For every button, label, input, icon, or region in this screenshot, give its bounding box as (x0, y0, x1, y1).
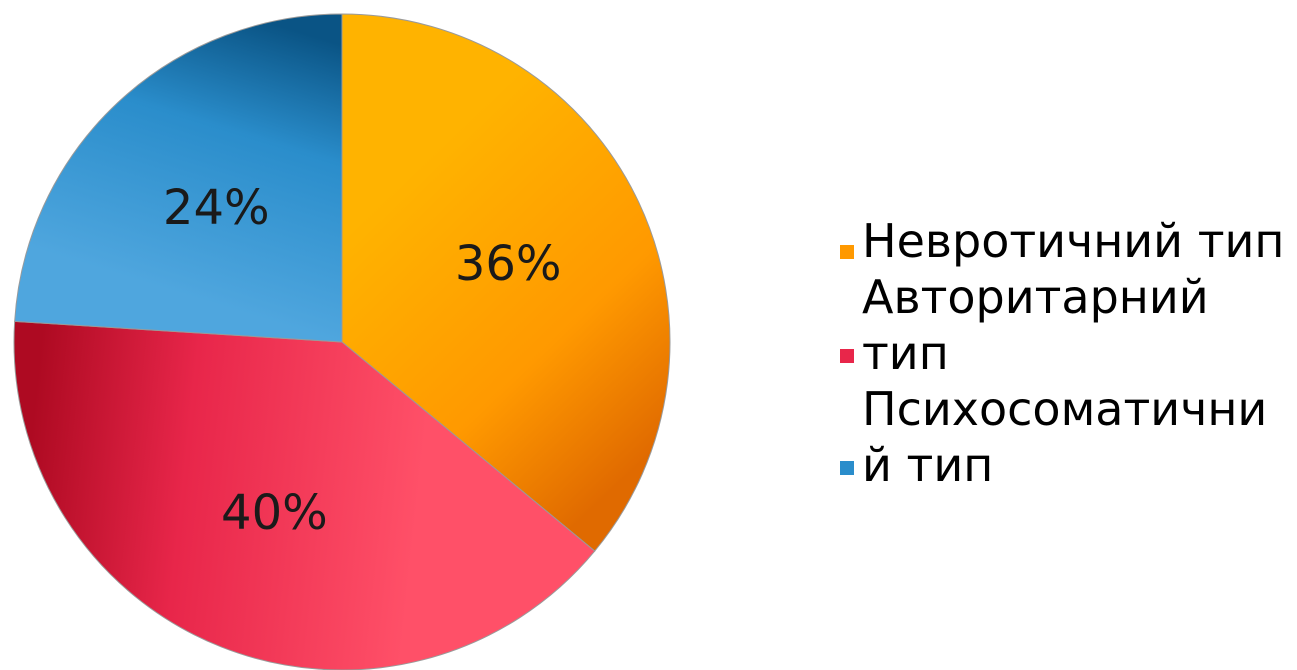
legend-label-2-line-1: Авторитарний (862, 270, 1209, 324)
pie-slice-1 (341, 13, 671, 552)
legend-swatch-3 (840, 461, 854, 475)
pie-slices (13, 13, 671, 670)
slice-label-2: 40% (221, 485, 328, 541)
legend: Невротичний типАвторитарнийтипПсихосомат… (840, 214, 1284, 492)
pie-slice-3 (14, 13, 343, 343)
legend-label-1-line-1: Невротичний тип (862, 214, 1284, 268)
legend-label-2-line-2: тип (862, 326, 949, 380)
slice-labels: 36% 40% 24% (163, 180, 562, 541)
legend-label-3-line-2: й тип (862, 438, 993, 492)
legend-item-1: Невротичний тип (840, 214, 1284, 268)
slice-label-3: 24% (163, 180, 270, 236)
slice-label-1: 36% (455, 236, 562, 292)
legend-swatch-1 (840, 245, 854, 259)
legend-label-3-line-1: Психосоматични (862, 382, 1267, 436)
pie-slice-2 (13, 320, 596, 670)
legend-swatch-2 (840, 349, 854, 363)
